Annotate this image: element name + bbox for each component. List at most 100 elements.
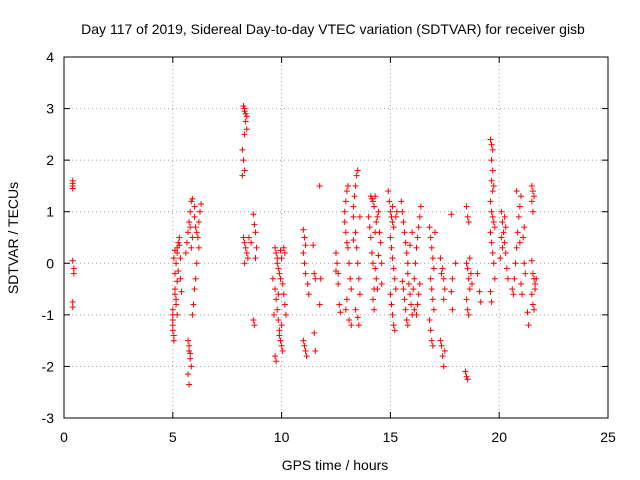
- data-point: [463, 296, 470, 303]
- data-point: [302, 347, 309, 354]
- data-point: [241, 131, 248, 138]
- data-point: [430, 265, 437, 272]
- data-point: [387, 208, 394, 215]
- data-point: [521, 224, 528, 231]
- data-point: [509, 286, 516, 293]
- data-point: [311, 270, 318, 277]
- data-point: [241, 108, 248, 115]
- data-point: [474, 270, 481, 277]
- x-axis-ticks: 0 5 10 15 20 25: [60, 57, 616, 445]
- data-point: [342, 229, 349, 236]
- data-point: [440, 296, 447, 303]
- data-point: [343, 239, 350, 246]
- data-point: [401, 229, 408, 236]
- data-point: [275, 291, 282, 298]
- data-point: [356, 291, 363, 298]
- x-tick-label: 20: [491, 429, 507, 445]
- data-point: [517, 280, 524, 287]
- data-point: [187, 208, 194, 215]
- data-point: [488, 239, 495, 246]
- data-point: [367, 234, 374, 241]
- data-point: [173, 260, 180, 267]
- data-point: [188, 198, 195, 205]
- data-point: [353, 244, 360, 251]
- data-point: [464, 213, 471, 220]
- data-point: [343, 296, 350, 303]
- x-tick-label: 10: [274, 429, 290, 445]
- data-point: [414, 301, 421, 308]
- data-point: [515, 213, 522, 220]
- data-point: [448, 211, 455, 218]
- data-point: [274, 260, 281, 267]
- data-point: [439, 265, 446, 272]
- data-point: [187, 224, 194, 231]
- y-tick-label: -2: [42, 358, 55, 374]
- data-point: [281, 301, 288, 308]
- data-point: [275, 265, 282, 272]
- data-point: [522, 270, 529, 277]
- data-point: [317, 275, 324, 282]
- y-tick-label: -3: [42, 410, 55, 426]
- data-point: [301, 234, 308, 241]
- data-point: [393, 208, 400, 215]
- data-point: [300, 226, 307, 233]
- data-point: [69, 185, 76, 192]
- data-point: [488, 141, 495, 148]
- data-point: [171, 291, 178, 298]
- data-point: [528, 291, 535, 298]
- data-point: [333, 249, 339, 256]
- data-point: [489, 249, 496, 256]
- data-point: [371, 286, 378, 293]
- data-point: [427, 275, 434, 282]
- data-point: [185, 371, 192, 378]
- data-point: [276, 332, 283, 339]
- data-point: [448, 288, 455, 295]
- data-point: [389, 311, 396, 318]
- data-point: [385, 188, 392, 195]
- data-point: [70, 265, 77, 272]
- data-point: [440, 275, 447, 282]
- data-point: [335, 280, 342, 287]
- data-point: [429, 342, 436, 349]
- data-point: [173, 296, 180, 303]
- data-point: [300, 249, 307, 256]
- data-point: [189, 234, 196, 241]
- data-point: [191, 203, 198, 210]
- data-point: [240, 157, 247, 164]
- data-point: [187, 350, 194, 357]
- data-point: [239, 172, 246, 179]
- data-point: [344, 244, 351, 251]
- data-point: [406, 242, 413, 249]
- data-point: [417, 203, 424, 210]
- data-point: [280, 244, 287, 251]
- data-point: [282, 311, 289, 318]
- data-point: [388, 244, 395, 251]
- data-point: [171, 286, 178, 293]
- data-point: [171, 247, 178, 254]
- data-point: [189, 311, 196, 318]
- data-point: [510, 291, 517, 298]
- data-point: [439, 353, 446, 360]
- data-point: [404, 270, 411, 277]
- data-point: [438, 270, 445, 277]
- data-point: [169, 306, 176, 313]
- data-point: [252, 229, 259, 236]
- data-point: [449, 306, 456, 313]
- data-point: [302, 242, 309, 249]
- data-point: [531, 306, 538, 313]
- data-point: [373, 219, 380, 226]
- data-point: [404, 260, 411, 267]
- data-point: [170, 255, 177, 262]
- data-point: [390, 322, 397, 329]
- data-point: [390, 224, 397, 231]
- data-point: [170, 332, 177, 339]
- data-point: [404, 322, 411, 329]
- data-point: [498, 208, 505, 215]
- data-point: [369, 296, 376, 303]
- data-point: [489, 146, 496, 153]
- data-point: [490, 219, 497, 226]
- data-point: [242, 118, 249, 125]
- data-point: [463, 373, 470, 380]
- data-point: [69, 298, 76, 305]
- data-point: [183, 239, 190, 246]
